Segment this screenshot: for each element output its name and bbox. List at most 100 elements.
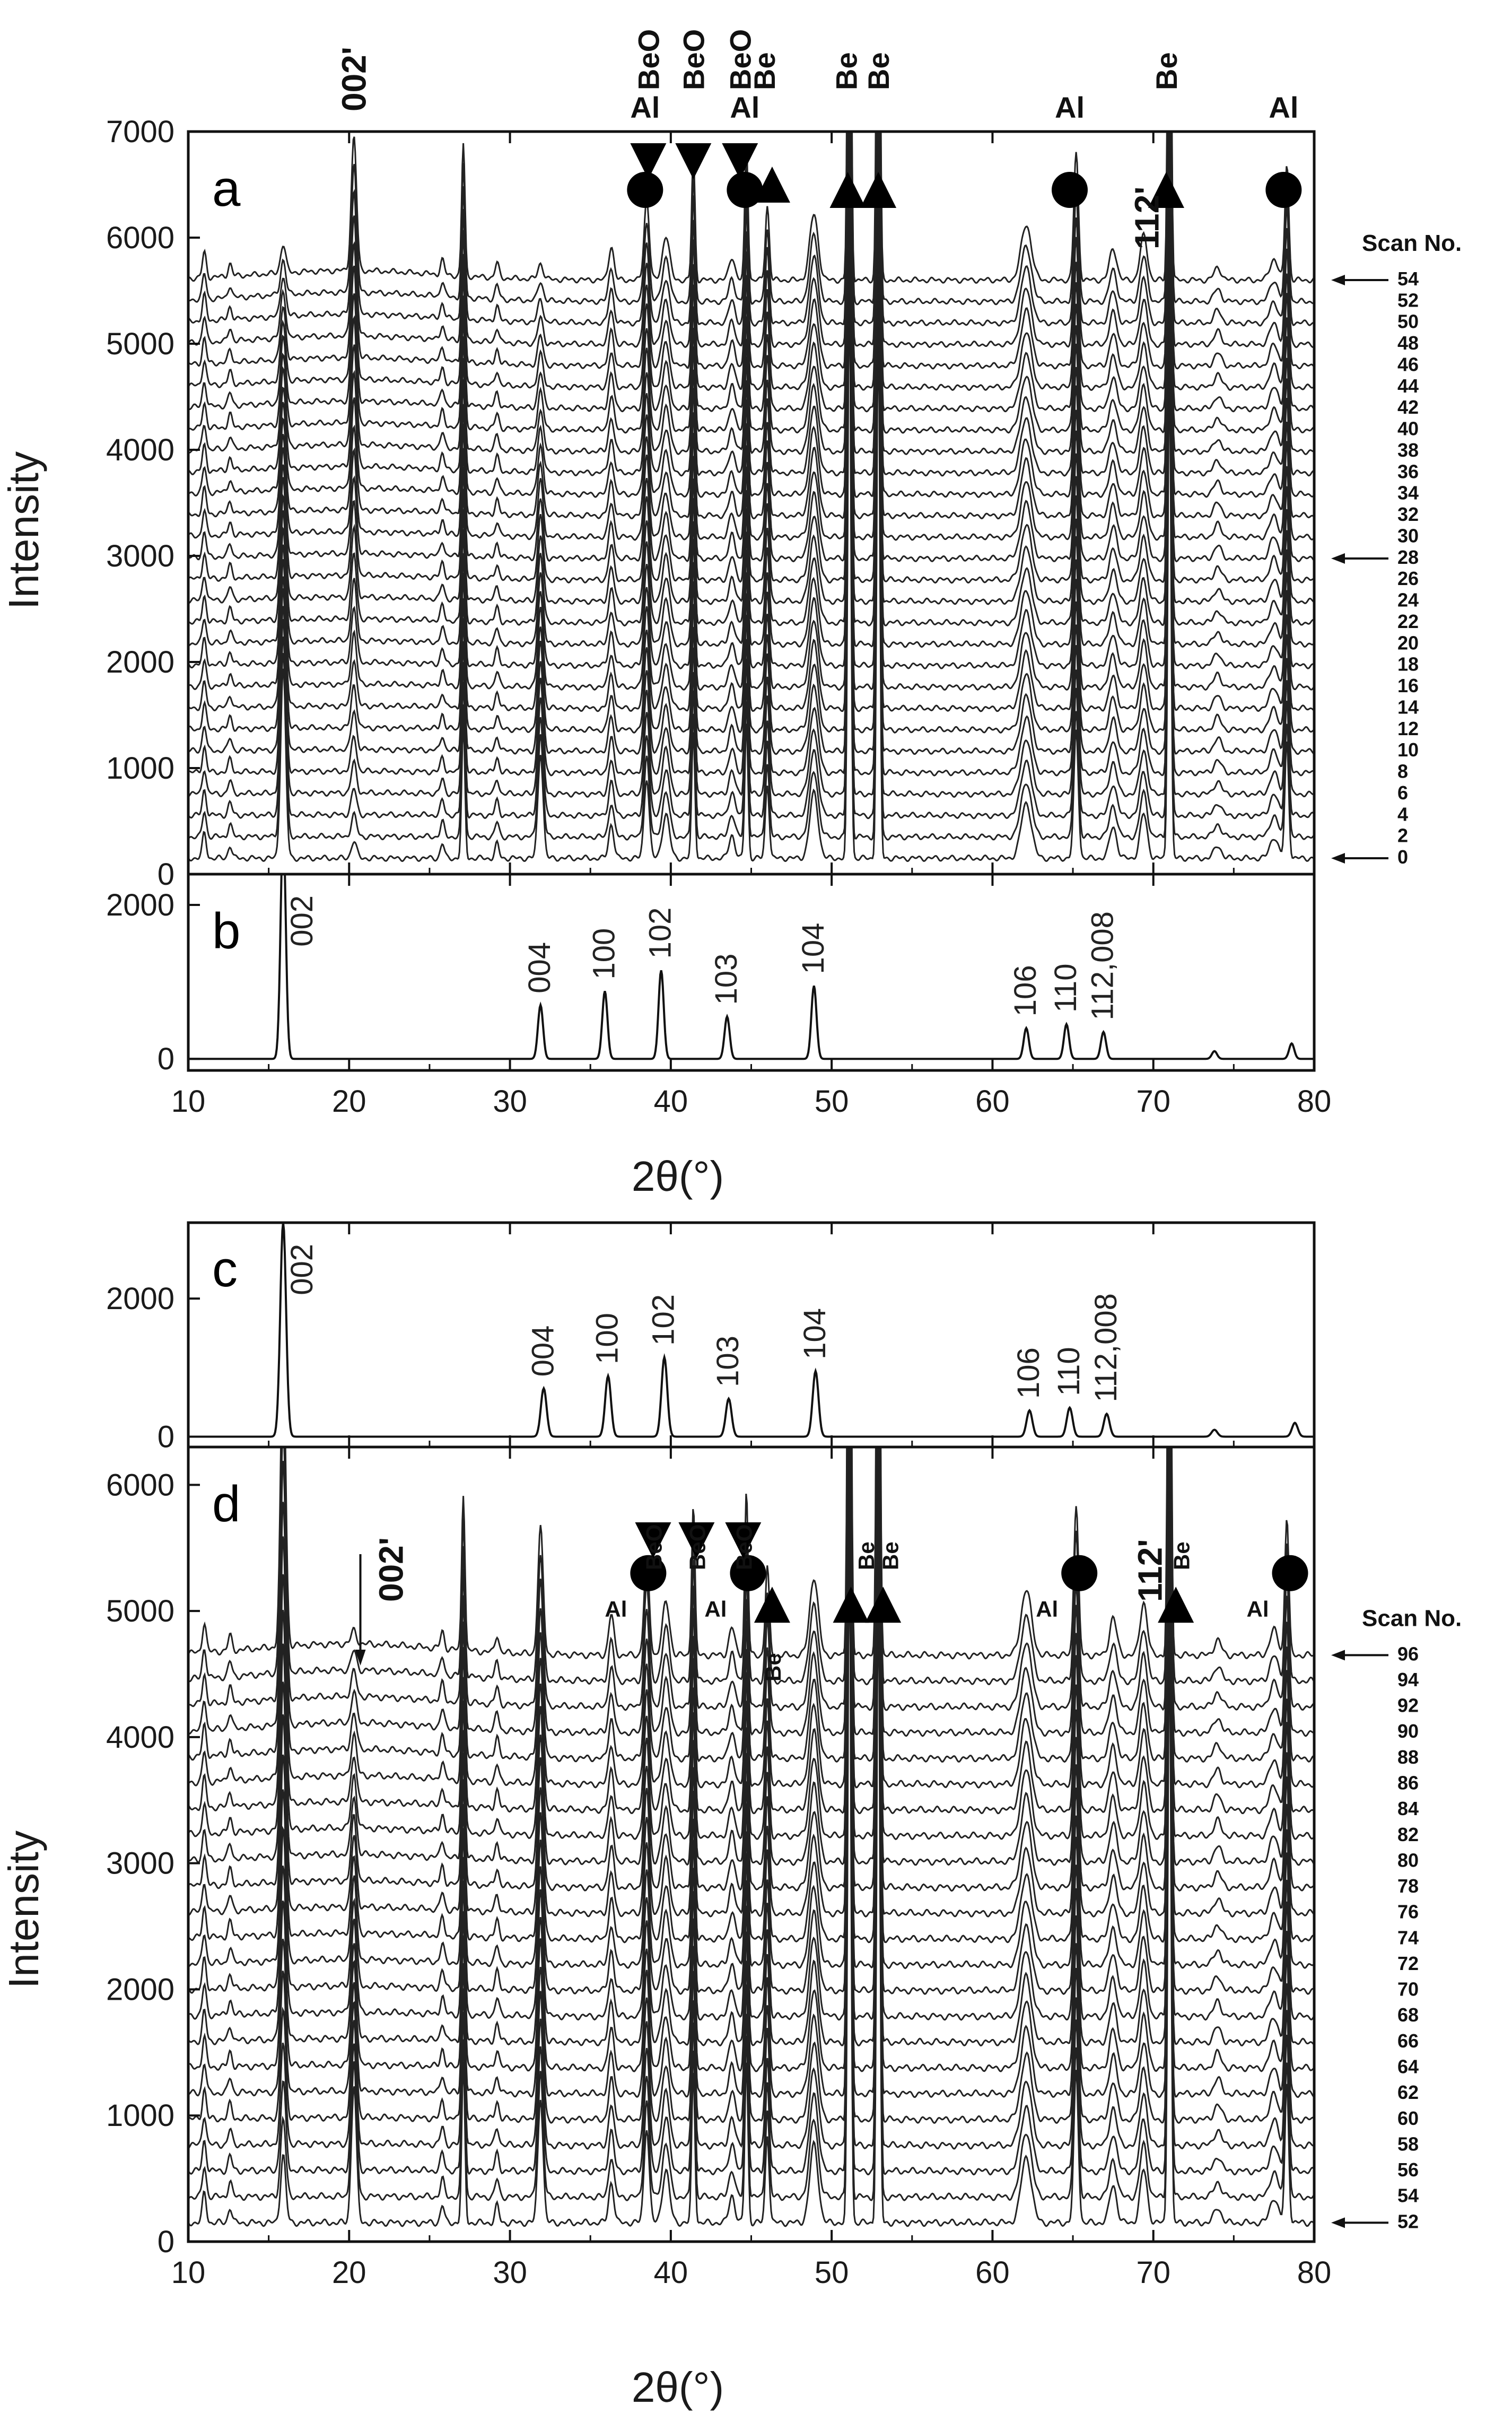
phase-label-be: Be bbox=[862, 52, 895, 90]
scan-number-label: 80 bbox=[1397, 1849, 1419, 1871]
scan-curve bbox=[188, 132, 1314, 627]
beo-triangle-marker bbox=[630, 143, 667, 179]
panel-c-y-tick-label: 2000 bbox=[106, 1282, 174, 1316]
beo-triangle-marker bbox=[635, 1522, 671, 1558]
scan-curve bbox=[188, 1447, 1314, 1737]
scan-number-label: 52 bbox=[1397, 2210, 1419, 2232]
panel-d-x-tick-label: 20 bbox=[332, 2255, 366, 2290]
scan-number-label: 74 bbox=[1397, 1927, 1419, 1948]
peak-label-c-103: 103 bbox=[711, 1336, 745, 1387]
scan-curve bbox=[188, 1447, 1314, 1866]
scan-curve bbox=[188, 1447, 1314, 1995]
peak-label-b-103: 103 bbox=[709, 954, 744, 1005]
panel-d-x-tick-label: 60 bbox=[975, 2255, 1010, 2290]
scan-curve bbox=[188, 1447, 1314, 2124]
scan-number-label: 0 bbox=[1397, 846, 1408, 868]
scan-curve bbox=[188, 1447, 1314, 1841]
scan-curve bbox=[188, 132, 1314, 370]
panel-c-y-tick-label: 0 bbox=[158, 1419, 174, 1454]
scan-curve bbox=[188, 132, 1314, 456]
panel-d-x-tick-label: 70 bbox=[1136, 2255, 1170, 2290]
scan-number-label: 60 bbox=[1397, 2107, 1419, 2129]
scan-curve bbox=[188, 132, 1314, 306]
scan-curve bbox=[188, 132, 1314, 712]
scan-number-label: 26 bbox=[1397, 568, 1419, 589]
scan-curve bbox=[188, 132, 1314, 327]
peak-label-b-002: 002 bbox=[285, 895, 319, 947]
be-triangle-marker bbox=[865, 1587, 902, 1623]
peak-label-b-004: 004 bbox=[522, 942, 557, 994]
scan-curve bbox=[188, 1447, 1314, 1711]
phase-label-112p: 112' bbox=[1128, 187, 1166, 249]
scan-curve bbox=[188, 275, 1314, 862]
text-layer: 2θ(°) 2θ(°) Intensity Intensity 01000200… bbox=[0, 29, 1462, 2411]
scan-number-label: 84 bbox=[1397, 1798, 1419, 1819]
scan-number-label: 76 bbox=[1397, 1901, 1419, 1923]
panel-b-y-tick-label: 2000 bbox=[106, 888, 174, 922]
scan-curve bbox=[188, 1529, 1314, 2227]
phase-label-al: Al bbox=[605, 1597, 627, 1622]
scan-number-label: 42 bbox=[1397, 396, 1419, 418]
annotations-layer bbox=[355, 143, 1388, 2228]
phase-label-beo: BeO bbox=[685, 1524, 710, 1570]
scan-number-label: 10 bbox=[1397, 739, 1419, 761]
al-circle-marker bbox=[627, 172, 663, 208]
scan-number-label: 20 bbox=[1397, 632, 1419, 653]
phase-label-002p: 002' bbox=[335, 47, 373, 111]
phase-label-be: Be bbox=[1169, 1541, 1194, 1570]
scan-curve bbox=[188, 1447, 1314, 2047]
scan-curve bbox=[188, 188, 1314, 777]
scan-number-label: 32 bbox=[1397, 503, 1419, 525]
scan-curve bbox=[188, 132, 1314, 348]
scan-number-label: 66 bbox=[1397, 2030, 1419, 2052]
scan-curve bbox=[188, 213, 1314, 798]
x-axis-title-lower: 2θ(°) bbox=[632, 2364, 724, 2411]
panel-b-x-tick-label: 10 bbox=[171, 1084, 206, 1119]
scan-number-label: 44 bbox=[1397, 375, 1419, 397]
scan-curve bbox=[188, 132, 1314, 563]
panel-b-x-tick-label: 80 bbox=[1297, 1084, 1332, 1119]
peak-label-c-106: 106 bbox=[1011, 1347, 1046, 1399]
panel-b-letter: b bbox=[212, 903, 240, 960]
phase-label-be: Be bbox=[854, 1541, 879, 1570]
scan-curve bbox=[188, 1447, 1314, 1660]
phase-label-be: Be bbox=[748, 52, 781, 90]
scan-number-label: 14 bbox=[1397, 696, 1419, 718]
be-triangle-marker bbox=[754, 1587, 790, 1623]
panel-a-letter: a bbox=[212, 160, 241, 217]
phase-label-al: Al bbox=[1247, 1597, 1269, 1622]
phase-label-beo: BeO bbox=[641, 1524, 666, 1570]
beo-triangle-marker bbox=[722, 143, 758, 179]
phase-label-al: Al bbox=[630, 91, 660, 124]
scan-curve bbox=[188, 132, 1314, 648]
be-triangle-marker bbox=[860, 172, 897, 208]
phase-label-beo: BeO bbox=[731, 1524, 756, 1570]
panel-d-y-tick-label: 3000 bbox=[106, 1846, 174, 1881]
panel-a-curves bbox=[188, 132, 1314, 862]
scan-number-label: 30 bbox=[1397, 525, 1419, 546]
scan-curve bbox=[188, 144, 1314, 734]
scan-number-label: 2 bbox=[1397, 825, 1408, 847]
scan-curve bbox=[188, 169, 1314, 755]
scan-number-label: 22 bbox=[1397, 611, 1419, 632]
scan-number-label: 54 bbox=[1397, 2185, 1419, 2207]
panel-d-curves bbox=[188, 1447, 1314, 2227]
panel-b-x-tick-label: 30 bbox=[493, 1084, 527, 1119]
scan-curve bbox=[188, 132, 1314, 391]
scan-curve bbox=[188, 1478, 1314, 2176]
y-axis-title-upper: Intensity bbox=[0, 451, 47, 609]
scan-number-label: 94 bbox=[1397, 1669, 1419, 1690]
scan-curve bbox=[188, 1447, 1314, 1815]
peak-label-c-004: 004 bbox=[526, 1326, 560, 1377]
scan-number-label: 6 bbox=[1397, 782, 1408, 804]
panel-d-x-tick-label: 40 bbox=[654, 2255, 688, 2290]
scan-curve bbox=[188, 253, 1314, 841]
panel-a-y-tick-label: 1000 bbox=[106, 751, 174, 786]
panel-a-y-tick-label: 6000 bbox=[106, 221, 174, 255]
scan-curve bbox=[188, 132, 1314, 605]
panel-a-y-tick-label: 7000 bbox=[106, 115, 174, 149]
scan-marker-arrowhead bbox=[1331, 853, 1345, 864]
panel-d-y-tick-label: 0 bbox=[158, 2225, 174, 2259]
al-circle-marker bbox=[630, 1555, 667, 1591]
panel-a-y-tick-label: 2000 bbox=[106, 645, 174, 679]
